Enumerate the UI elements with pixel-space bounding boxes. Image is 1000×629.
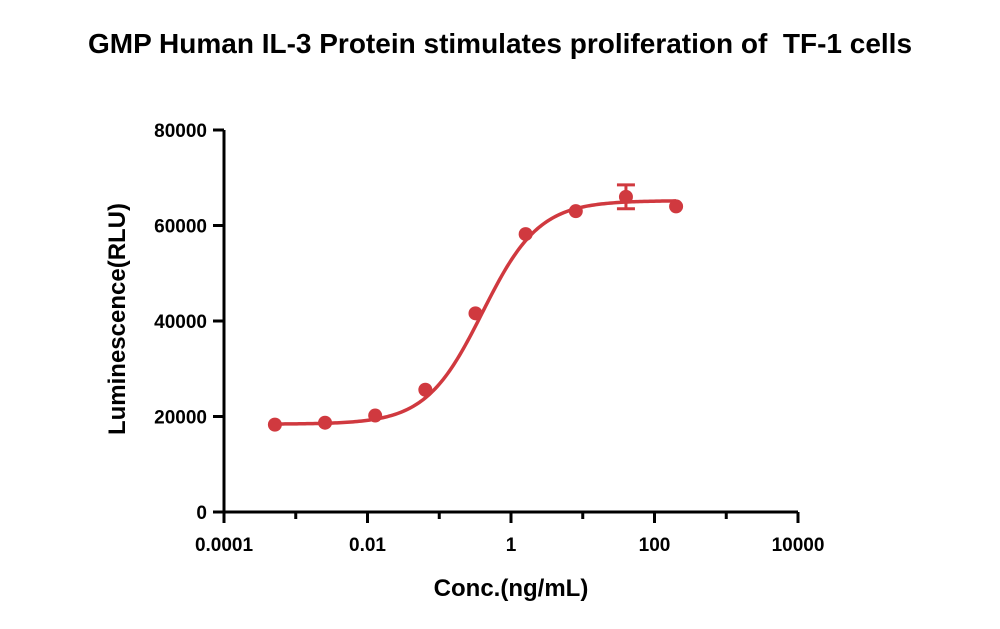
x-tick-label: 1 [506,535,517,556]
chart-title: GMP Human IL-3 Protein stimulates prolif… [87,28,913,59]
fit-curve [274,199,677,426]
data-point [669,199,684,214]
y-tick-label: 0 [196,503,207,524]
x-tick-label: 0.01 [349,535,386,556]
x-tick-label: 0.0001 [195,535,254,556]
data-point [267,417,282,432]
points-layer [267,183,684,432]
y-tick-label: 40000 [154,312,207,333]
data-point [368,408,383,423]
y-tick-label: 80000 [154,121,207,142]
x-tick-label: 100 [639,535,671,556]
data-point [518,227,533,242]
data-point [618,189,633,204]
chart-axes: 0 20000 40000 60000 80000 0.0001 0.01 1 100 10000 [154,121,824,556]
y-tick-label: 20000 [154,408,207,429]
y-tick-label: 60000 [154,217,207,238]
data-point [568,204,583,219]
y-axis-label: Luminescence(RLU) [104,203,131,435]
data-point [418,382,433,397]
x-axis-label: Conc.(ng/mL) [434,575,589,602]
data-point [318,415,333,430]
x-tick-label: 10000 [772,535,825,556]
fit-layer [274,199,677,426]
data-point [468,306,483,321]
